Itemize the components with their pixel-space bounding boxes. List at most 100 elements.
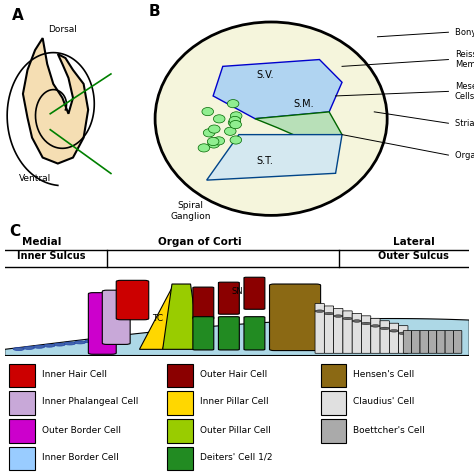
Text: Ventral: Ventral (19, 174, 51, 183)
Polygon shape (163, 284, 200, 349)
FancyBboxPatch shape (437, 330, 445, 353)
FancyBboxPatch shape (362, 316, 371, 353)
Ellipse shape (155, 22, 387, 215)
FancyBboxPatch shape (88, 292, 116, 354)
Circle shape (203, 129, 215, 137)
FancyBboxPatch shape (320, 364, 346, 388)
Text: Inner Sulcus: Inner Sulcus (17, 251, 85, 261)
Text: Claudius' Cell: Claudius' Cell (353, 397, 414, 406)
Circle shape (225, 127, 236, 136)
Circle shape (324, 312, 334, 315)
Circle shape (198, 144, 210, 152)
FancyBboxPatch shape (193, 317, 214, 350)
FancyBboxPatch shape (167, 364, 193, 388)
FancyBboxPatch shape (9, 419, 35, 443)
Circle shape (209, 125, 220, 133)
FancyBboxPatch shape (389, 323, 399, 353)
Circle shape (228, 100, 239, 108)
Text: S.M.: S.M. (293, 100, 314, 109)
Circle shape (54, 343, 65, 346)
Text: Dorsal: Dorsal (48, 25, 77, 34)
Text: Outer Pillar Cell: Outer Pillar Cell (200, 426, 271, 435)
Circle shape (352, 320, 362, 322)
FancyBboxPatch shape (371, 318, 380, 353)
Circle shape (44, 344, 55, 347)
FancyBboxPatch shape (116, 280, 149, 320)
Circle shape (202, 108, 214, 116)
Circle shape (343, 317, 352, 320)
Text: Boettcher's Cell: Boettcher's Cell (353, 426, 425, 435)
FancyBboxPatch shape (167, 391, 193, 415)
FancyBboxPatch shape (270, 284, 320, 351)
Text: B: B (149, 4, 160, 19)
Polygon shape (213, 60, 342, 118)
Polygon shape (23, 38, 88, 164)
Circle shape (213, 137, 225, 145)
Circle shape (85, 340, 96, 343)
Text: A: A (12, 8, 24, 23)
FancyBboxPatch shape (193, 287, 214, 319)
Circle shape (230, 136, 242, 144)
Text: Inner Phalangeal Cell: Inner Phalangeal Cell (42, 397, 138, 406)
Circle shape (230, 120, 241, 128)
Text: S.V.: S.V. (256, 70, 273, 80)
Circle shape (389, 329, 399, 332)
FancyBboxPatch shape (167, 447, 193, 470)
Text: Outer Hair Cell: Outer Hair Cell (200, 370, 267, 379)
Circle shape (207, 137, 219, 146)
Text: Deiters' Cell 1/2: Deiters' Cell 1/2 (200, 453, 273, 462)
Text: Stria Vascularis: Stria Vascularis (455, 119, 474, 128)
Text: Lateral: Lateral (392, 237, 434, 246)
FancyBboxPatch shape (219, 282, 239, 314)
Circle shape (74, 341, 86, 344)
FancyBboxPatch shape (167, 419, 193, 443)
FancyBboxPatch shape (454, 330, 462, 353)
FancyBboxPatch shape (320, 419, 346, 443)
Circle shape (229, 117, 241, 125)
Text: Inner Pillar Cell: Inner Pillar Cell (200, 397, 268, 406)
FancyBboxPatch shape (403, 330, 411, 353)
Text: Mesenchymal
Cells: Mesenchymal Cells (455, 82, 474, 101)
Text: TC: TC (153, 314, 164, 323)
Circle shape (213, 115, 225, 123)
Circle shape (64, 342, 75, 345)
Circle shape (315, 310, 324, 312)
Text: Hensen's Cell: Hensen's Cell (353, 370, 414, 379)
FancyBboxPatch shape (411, 330, 420, 353)
Circle shape (334, 315, 343, 317)
Circle shape (208, 140, 219, 148)
FancyBboxPatch shape (244, 317, 265, 350)
Circle shape (228, 118, 240, 127)
FancyBboxPatch shape (334, 309, 343, 353)
Text: Outer Sulcus: Outer Sulcus (378, 251, 449, 261)
Polygon shape (5, 319, 469, 356)
FancyBboxPatch shape (352, 313, 362, 353)
FancyBboxPatch shape (9, 447, 35, 470)
Circle shape (23, 346, 35, 349)
Circle shape (34, 346, 45, 348)
Polygon shape (207, 135, 342, 180)
Text: Inner Hair Cell: Inner Hair Cell (42, 370, 107, 379)
Polygon shape (255, 112, 342, 146)
FancyBboxPatch shape (380, 321, 389, 353)
FancyBboxPatch shape (244, 277, 265, 310)
FancyBboxPatch shape (219, 317, 239, 350)
Text: Inner Border Cell: Inner Border Cell (42, 453, 118, 462)
Circle shape (13, 347, 24, 350)
Text: Outer Border Cell: Outer Border Cell (42, 426, 121, 435)
Text: SN: SN (231, 287, 243, 296)
FancyBboxPatch shape (315, 303, 324, 353)
Circle shape (371, 325, 380, 327)
Text: Spiral
Ganglion: Spiral Ganglion (170, 201, 211, 221)
FancyBboxPatch shape (320, 391, 346, 415)
Polygon shape (139, 288, 181, 349)
FancyBboxPatch shape (428, 330, 437, 353)
Text: Medial: Medial (22, 237, 62, 246)
Text: Reissner's
Membrane: Reissner's Membrane (455, 50, 474, 69)
FancyBboxPatch shape (420, 330, 428, 353)
FancyBboxPatch shape (9, 364, 35, 388)
FancyBboxPatch shape (324, 306, 334, 353)
Text: C: C (9, 224, 20, 239)
FancyBboxPatch shape (102, 290, 130, 345)
FancyBboxPatch shape (343, 311, 352, 353)
